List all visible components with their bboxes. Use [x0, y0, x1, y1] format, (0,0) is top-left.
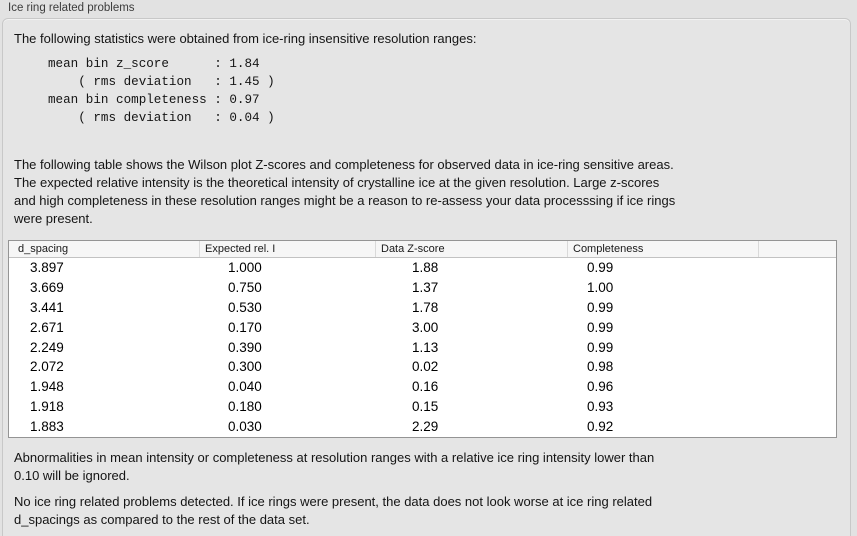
note-text: Abnormalities in mean intensity or compl… — [14, 449, 654, 485]
table-cell-completeness: 0.92 — [587, 419, 614, 434]
note-line: 0.10 will be ignored. — [14, 468, 130, 483]
table-cell-d-spacing: 2.671 — [30, 319, 64, 335]
table-cell-data-z-score: 1.78 — [412, 299, 439, 315]
column-header-completeness: Completeness — [567, 241, 758, 257]
table-row[interactable]: 2.671 0.170 3.00 0.99 — [9, 318, 836, 338]
stats-line-mean-z-score: mean bin z_score : 1.84 — [48, 57, 260, 71]
table-cell-d-spacing: 3.897 — [30, 260, 64, 275]
table-cell-completeness: 0.93 — [587, 399, 614, 415]
column-header-expected-rel-i: Expected rel. I — [199, 241, 375, 257]
table-cell-expected-rel-i: 0.040 — [228, 379, 262, 395]
intro-line: The following statistics were obtained f… — [14, 31, 477, 46]
ice-ring-table: d_spacing Expected rel. I Data Z-score C… — [8, 240, 837, 438]
column-header-filler — [758, 241, 836, 257]
table-cell-completeness: 0.99 — [587, 339, 614, 355]
table-cell-d-spacing: 1.918 — [30, 399, 64, 415]
table-row[interactable]: 2.249 0.390 1.13 0.99 — [9, 338, 836, 358]
table-row[interactable]: 1.918 0.180 0.15 0.93 — [9, 397, 836, 417]
conclusion-line: d_spacings as compared to the rest of th… — [14, 512, 310, 527]
description-line: The expected relative intensity is the t… — [14, 175, 660, 190]
table-cell-expected-rel-i: 0.750 — [228, 279, 262, 295]
description-line: The following table shows the Wilson plo… — [14, 157, 674, 172]
column-header-data-z-score: Data Z-score — [375, 241, 567, 257]
table-cell-expected-rel-i: 1.000 — [228, 260, 262, 275]
table-cell-data-z-score: 0.02 — [412, 359, 439, 375]
table-cell-data-z-score: 1.13 — [412, 339, 439, 355]
table-cell-data-z-score: 1.37 — [412, 279, 439, 295]
table-cell-data-z-score: 0.16 — [412, 379, 439, 395]
table-cell-data-z-score: 0.15 — [412, 399, 439, 415]
table-cell-expected-rel-i: 0.390 — [228, 339, 262, 355]
table-cell-completeness: 0.96 — [587, 379, 614, 395]
table-cell-expected-rel-i: 0.170 — [228, 319, 262, 335]
table-cell-completeness: 0.99 — [587, 260, 614, 275]
table-cell-d-spacing: 3.441 — [30, 299, 64, 315]
table-cell-d-spacing: 2.249 — [30, 339, 64, 355]
table-row[interactable]: 3.669 0.750 1.37 1.00 — [9, 278, 836, 298]
table-cell-d-spacing: 1.948 — [30, 379, 64, 395]
description-line: and high completeness in these resolutio… — [14, 193, 676, 208]
note-line: Abnormalities in mean intensity or compl… — [14, 450, 655, 465]
table-cell-d-spacing: 3.669 — [30, 279, 64, 295]
description-line: were present. — [14, 211, 93, 226]
table-cell-d-spacing: 1.883 — [30, 419, 64, 434]
table-row[interactable]: 2.072 0.300 0.02 0.98 — [9, 357, 836, 377]
table-cell-completeness: 1.00 — [587, 279, 614, 295]
table-cell-expected-rel-i: 0.300 — [228, 359, 262, 375]
table-row[interactable]: 3.441 0.530 1.78 0.99 — [9, 298, 836, 318]
table-cell-expected-rel-i: 0.530 — [228, 299, 262, 315]
table-row[interactable]: 3.897 1.000 1.88 0.99 — [9, 258, 836, 278]
table-cell-expected-rel-i: 0.030 — [228, 419, 262, 434]
intro-text: The following statistics were obtained f… — [14, 30, 476, 48]
table-row[interactable]: 1.948 0.040 0.16 0.96 — [9, 377, 836, 397]
table-cell-expected-rel-i: 0.180 — [228, 399, 262, 415]
panel-title: Ice ring related problems — [8, 2, 135, 14]
conclusion-text: No ice ring related problems detected. I… — [14, 493, 652, 529]
table-header: d_spacing Expected rel. I Data Z-score C… — [9, 241, 836, 258]
table-cell-completeness: 0.99 — [587, 319, 614, 335]
table-cell-completeness: 0.98 — [587, 359, 614, 375]
stats-block: mean bin z_score : 1.84 ( rms deviation … — [48, 55, 275, 127]
stats-line-rms-z-score: ( rms deviation : 1.45 ) — [48, 75, 275, 89]
description-text: The following table shows the Wilson plo… — [14, 156, 675, 228]
table-cell-data-z-score: 2.29 — [412, 419, 439, 434]
table-cell-completeness: 0.99 — [587, 299, 614, 315]
table-cell-data-z-score: 3.00 — [412, 319, 439, 335]
stats-line-rms-completeness: ( rms deviation : 0.04 ) — [48, 111, 275, 125]
stats-line-mean-completeness: mean bin completeness : 0.97 — [48, 93, 260, 107]
table-row[interactable]: 1.883 0.030 2.29 0.92 — [9, 417, 836, 437]
table-cell-d-spacing: 2.072 — [30, 359, 64, 375]
column-header-d-spacing: d_spacing — [18, 243, 69, 255]
table-cell-data-z-score: 1.88 — [412, 260, 439, 275]
conclusion-line: No ice ring related problems detected. I… — [14, 494, 653, 509]
